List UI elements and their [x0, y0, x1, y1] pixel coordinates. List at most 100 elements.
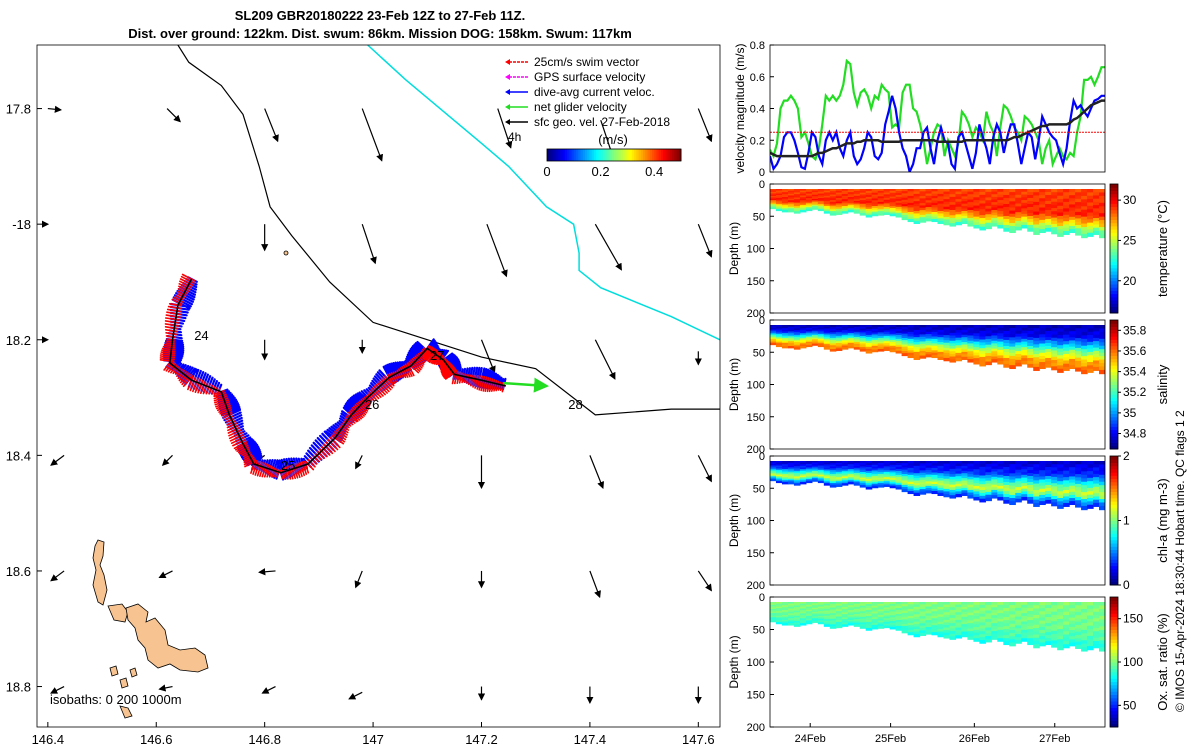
section-cell	[1099, 189, 1105, 194]
section-cell	[1069, 331, 1076, 336]
section-cell	[997, 224, 1004, 229]
section-cell	[907, 608, 915, 613]
section-cell	[895, 340, 903, 344]
section-cell	[1099, 481, 1105, 486]
section-cell	[979, 206, 986, 211]
section-cell	[853, 343, 861, 347]
section-cell	[1003, 351, 1010, 356]
section-cell	[877, 203, 885, 207]
section-cell	[829, 325, 837, 328]
section-cell	[841, 347, 849, 350]
section-cell	[1027, 472, 1034, 477]
section-cell	[889, 209, 897, 213]
section-cell	[955, 214, 963, 218]
section-cell	[1045, 212, 1052, 217]
colorbar-cell	[667, 149, 671, 161]
section-cell	[1033, 227, 1040, 232]
section-cell	[967, 612, 974, 617]
section-cell	[835, 337, 843, 341]
section-cell	[1027, 360, 1034, 365]
section-cell	[775, 196, 783, 199]
y-tick-label: 50	[753, 211, 765, 223]
section-cell	[871, 483, 879, 487]
section-cell	[901, 628, 909, 632]
section-cell	[847, 470, 855, 474]
section-cell	[853, 603, 861, 607]
section-cell	[793, 330, 801, 333]
section-cell	[1057, 365, 1064, 370]
section-cell	[1009, 337, 1016, 342]
section-cell	[913, 470, 921, 475]
section-cell	[805, 325, 813, 328]
section-cell	[1075, 621, 1082, 626]
geo-velocity-arrow	[47, 105, 63, 113]
section-cell	[979, 209, 986, 214]
section-cell	[1051, 328, 1058, 333]
section-cell	[1087, 612, 1094, 617]
section-cell	[1027, 351, 1034, 356]
section-cell	[1003, 203, 1010, 208]
section-cell	[829, 339, 837, 343]
section-cell	[1027, 602, 1034, 606]
section-cell	[1093, 473, 1100, 478]
section-colorbar-cell	[1110, 355, 1118, 360]
section-cell	[841, 342, 849, 345]
section-cell	[889, 622, 897, 626]
section-cell	[943, 204, 951, 208]
section-cell	[823, 338, 831, 342]
section-cell	[949, 199, 957, 203]
section-cell	[913, 210, 921, 215]
geo-velocity-arrow	[594, 223, 622, 271]
colorbar-tick-label: 150	[1123, 612, 1143, 626]
isobath-1000m	[367, 45, 720, 341]
colorbar-tick-label: 2	[1123, 449, 1130, 463]
section-cell	[937, 621, 945, 625]
section-cell	[871, 472, 879, 476]
section-cell	[895, 470, 903, 474]
section-cell	[1045, 327, 1052, 332]
section-cell	[805, 617, 813, 620]
section-cell	[1045, 354, 1052, 359]
section-cell	[961, 631, 969, 635]
section-cell	[883, 212, 891, 215]
section-cell	[1069, 213, 1076, 218]
section-cell	[913, 337, 921, 341]
section-cell	[991, 631, 998, 635]
section-cell	[823, 195, 831, 199]
section-cell	[973, 208, 980, 212]
section-cell	[925, 485, 933, 489]
island-shape	[119, 677, 129, 689]
section-cell	[770, 467, 777, 471]
section-cell	[1009, 340, 1016, 345]
section-cell	[931, 632, 939, 636]
y-tick-label: 18.4	[6, 448, 31, 463]
section-cell	[805, 193, 813, 196]
title-line-1: SL209 GBR20180222 23-Feb 12Z to 27-Feb 1…	[234, 8, 526, 23]
section-cell	[895, 615, 903, 619]
section-cell	[823, 211, 831, 214]
section-cell	[931, 218, 939, 223]
section-cell	[973, 463, 980, 468]
colorbar-cell	[676, 149, 680, 161]
section-cell	[1057, 484, 1064, 489]
section-cell	[847, 610, 855, 613]
geo-velocity-arrow	[486, 223, 508, 278]
section-cell	[817, 201, 825, 204]
section-cell	[1015, 197, 1022, 202]
section-cell	[847, 333, 855, 336]
section-cell	[967, 471, 974, 475]
section-cell	[1093, 644, 1100, 649]
section-cell	[781, 190, 789, 194]
section-cell	[949, 330, 957, 334]
section-cell	[1027, 641, 1034, 646]
section-cell	[973, 358, 980, 362]
section-cell	[1015, 354, 1022, 358]
section-colorbar-cell	[1110, 184, 1118, 188]
section-cell	[997, 349, 1004, 354]
section-cell	[853, 189, 861, 192]
geo-velocity-arrow	[258, 568, 276, 576]
section-cell	[1063, 189, 1070, 194]
section-cell	[1051, 467, 1058, 472]
